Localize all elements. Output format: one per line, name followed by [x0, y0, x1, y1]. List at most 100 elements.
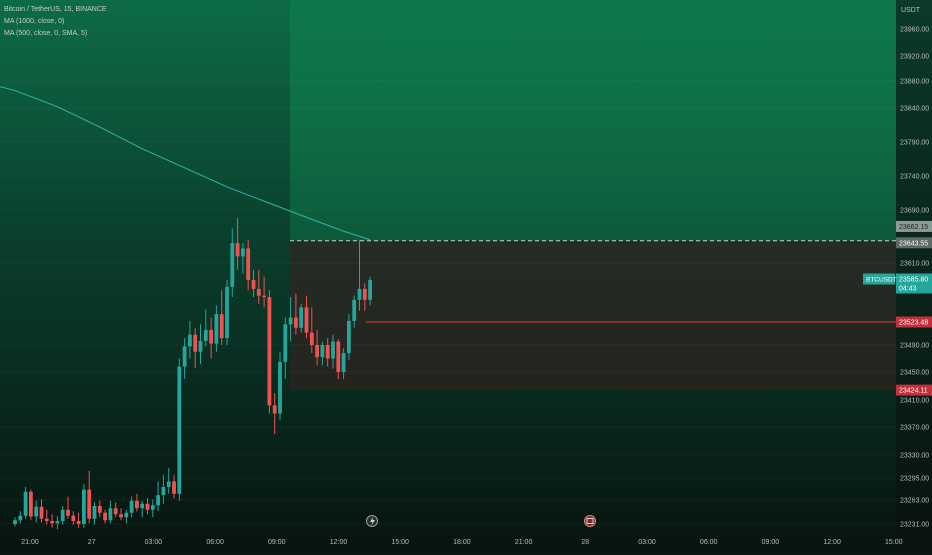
- time-tick-label: 21:00: [515, 539, 533, 546]
- candle-body: [278, 361, 282, 414]
- price-tag-countdown: 04:43: [899, 286, 917, 293]
- price-tick-label: 23610.00: [900, 261, 929, 268]
- axis-currency: USDT: [901, 7, 921, 14]
- candle-body: [347, 320, 351, 354]
- time-tick-label: 12:00: [330, 539, 348, 546]
- calendar-icon-body: [586, 518, 594, 524]
- price-tag-target: 23643.55: [899, 240, 928, 247]
- time-tick-label: 15:00: [391, 539, 409, 546]
- candle-body: [357, 288, 362, 300]
- price-tag-current: 23585.80: [899, 277, 928, 284]
- symbol-tag-bg: [863, 273, 895, 285]
- price-tag-target-bg: [896, 237, 932, 249]
- price-tag-lower-bg: [896, 384, 932, 396]
- candle-body: [87, 489, 92, 519]
- candle-body: [325, 345, 330, 359]
- symbol-tag: BTCUSDT: [866, 277, 897, 284]
- target-zone: [290, 0, 896, 241]
- price-tag-lower: 23424.11: [899, 388, 928, 395]
- candle-body: [18, 515, 23, 521]
- candle-body: [336, 341, 341, 372]
- candle-body: [66, 509, 70, 516]
- legend-symbol: Bitcoin / TetherUS, 15, BINANCE: [4, 6, 107, 13]
- price-tag-target-top-bg: [896, 220, 932, 232]
- candle-body: [294, 317, 298, 328]
- price-tick-label: 23960.00: [900, 27, 929, 34]
- candle-body: [97, 506, 102, 513]
- time-tick-label: 15:00: [885, 539, 903, 546]
- candle-body: [315, 345, 319, 358]
- candle-body: [23, 491, 28, 516]
- candle-body: [309, 332, 314, 345]
- candle-body: [188, 334, 192, 347]
- candle-body: [55, 521, 60, 524]
- time-tick-label: 12:00: [823, 539, 841, 546]
- candle-body: [177, 366, 182, 494]
- ma-line: [0, 86, 371, 241]
- price-tick-label: 23450.00: [900, 370, 929, 377]
- candle-body: [145, 503, 150, 510]
- candle-body: [161, 486, 166, 496]
- candle-body: [103, 512, 107, 521]
- candle-body: [140, 503, 145, 509]
- candle-body: [76, 521, 81, 524]
- price-tag-current-bg: [896, 273, 932, 294]
- price-tag-stop-bg: [896, 316, 932, 328]
- candle-body: [251, 280, 256, 289]
- candle-body: [299, 307, 304, 328]
- time-tick-label: 27: [88, 539, 96, 546]
- calendar-icon[interactable]: [584, 515, 596, 527]
- price-tick-label: 23920.00: [900, 54, 929, 61]
- candle-body: [214, 314, 219, 344]
- candle-body: [341, 353, 346, 372]
- time-tick-label: 28: [581, 539, 589, 546]
- candle-body: [225, 286, 229, 339]
- candle-body: [172, 481, 176, 494]
- candle-body: [92, 506, 97, 519]
- flash-icon[interactable]: [366, 515, 378, 527]
- price-tick-label: 23740.00: [900, 174, 929, 181]
- candle-body: [129, 500, 134, 513]
- candle-body: [262, 295, 266, 298]
- candle-body: [352, 299, 357, 321]
- time-tick-label: 03:00: [638, 539, 656, 546]
- price-tick-label: 23690.00: [900, 208, 929, 215]
- candle-body: [331, 341, 335, 359]
- candle-body: [50, 521, 54, 524]
- candle-body: [135, 500, 139, 509]
- price-tick-label: 23263.00: [900, 498, 929, 505]
- candle-body: [182, 346, 187, 367]
- candle-body: [44, 518, 49, 521]
- candle-body: [368, 280, 372, 300]
- time-tick-label: 06:00: [700, 539, 718, 546]
- candle-body: [235, 243, 240, 257]
- price-tag-target-top: 23662.15: [899, 224, 928, 231]
- candle-body: [193, 334, 198, 352]
- candle-body: [60, 509, 65, 521]
- candle-body: [71, 515, 76, 521]
- price-tick-label: 23370.00: [900, 425, 929, 432]
- legend-ma-500: MA (500, close, 0, SMA, 5): [4, 30, 88, 37]
- candle-body: [82, 489, 86, 524]
- candle-body: [256, 288, 261, 296]
- candle-body: [198, 340, 203, 352]
- time-tick-label: 18:00: [453, 539, 471, 546]
- price-tick-label: 23231.00: [900, 522, 929, 529]
- candle-body: [150, 505, 155, 510]
- price-tick-label: 23330.00: [900, 453, 929, 460]
- candle-body: [246, 248, 251, 281]
- chart-legend: Bitcoin / TetherUS, 15, BINANCE MA (1000…: [4, 4, 107, 40]
- time-tick-label: 09:00: [762, 539, 780, 546]
- candle-body: [209, 329, 213, 344]
- candle-body: [34, 506, 39, 517]
- price-tag-stop: 23523.48: [899, 320, 928, 327]
- candle-body: [119, 514, 123, 518]
- candle-body: [13, 520, 17, 524]
- candle-body: [272, 405, 277, 414]
- time-tick-label: 03:00: [145, 539, 163, 546]
- candle-body: [203, 329, 208, 341]
- stop-zone: [290, 240, 896, 391]
- candle-body: [113, 508, 118, 515]
